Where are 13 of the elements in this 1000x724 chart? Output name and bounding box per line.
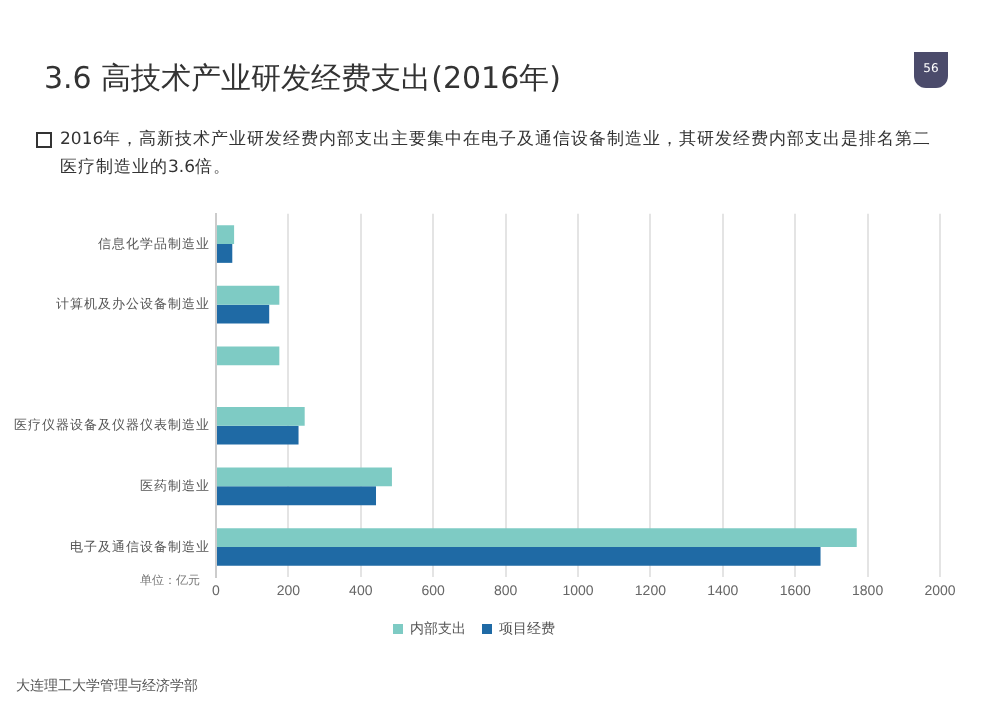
bar [217,425,299,445]
bar [217,528,857,547]
chart-title: 3.6 高技术产业研发经费支出(2016年) [44,60,562,98]
bar [217,346,280,366]
chart-subtitle: 2016年，高新技术产业研发经费内部支出主要集中在电子及通信设备制造业，其研发经费内部支出是排名第二医疗制造业的3.6倍。 [60,130,932,178]
bar [217,546,821,566]
bar [217,304,270,324]
bar [217,407,305,426]
bar [217,244,233,263]
bar [217,285,280,305]
bar [217,486,376,506]
bar [217,225,235,245]
bar [217,467,392,487]
